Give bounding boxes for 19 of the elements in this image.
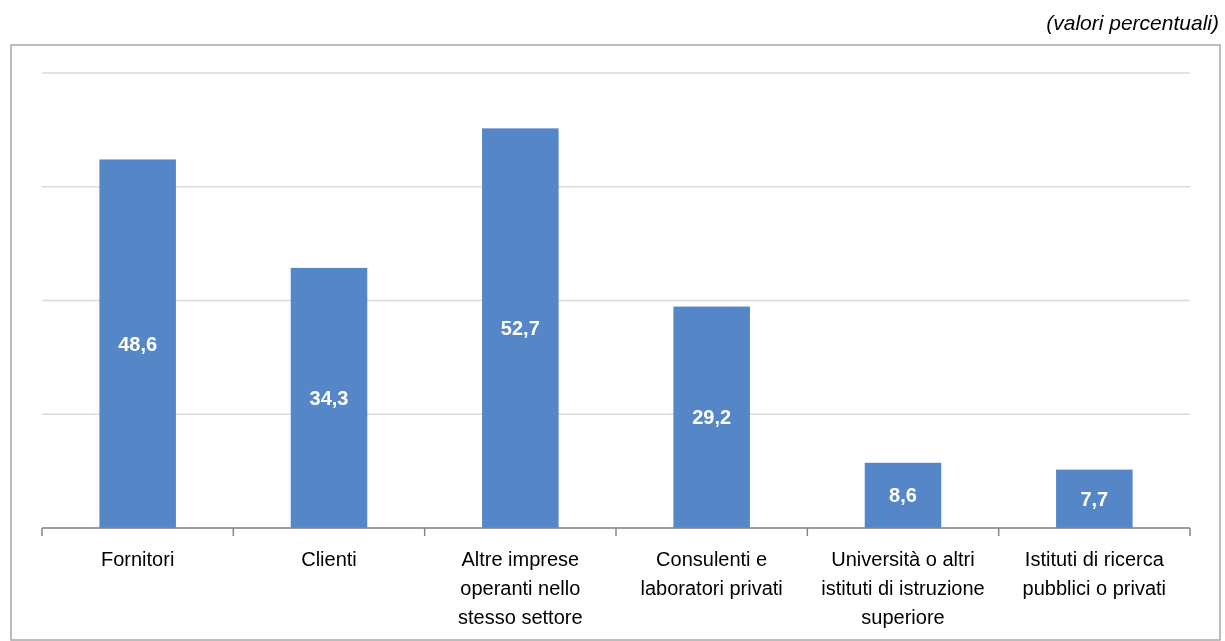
data-label: 48,6 [118,332,158,355]
x-tick-label: Altre imprese operanti nello stesso settore [458,548,583,628]
x-tick-label: Università o altri istituti di istruzione superiore [821,548,985,628]
data-label: 7,7 [1080,487,1109,510]
data-label: 34,3 [309,386,349,409]
x-tick-label: Consulenti e laboratori privati [640,548,783,599]
text: (valori percentuali) [1046,11,1219,34]
bar [99,159,176,528]
bar [290,267,368,528]
bar [673,306,750,528]
x-tick-label: Clienti [301,548,357,570]
bar [864,462,942,528]
data-label: 8,6 [889,484,917,507]
bar [1056,469,1133,528]
x-tick-label: Istituti di ricerca pubblici o privati [1022,548,1167,599]
data-label: 29,2 [692,406,732,429]
data-label: 52,7 [500,317,540,340]
x-tick-label: Fornitori [100,548,175,570]
bar [482,128,559,528]
